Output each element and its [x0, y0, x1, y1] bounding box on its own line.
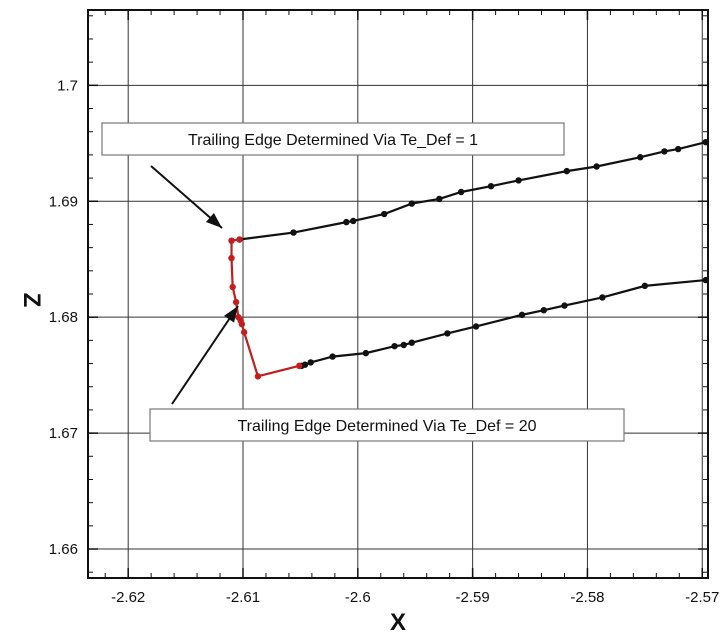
- data-point: [457, 188, 465, 196]
- data-point: [391, 342, 398, 350]
- series-group: [228, 138, 709, 380]
- data-point: [381, 210, 388, 218]
- y-tick-label: 1.66: [49, 541, 78, 558]
- data-point: [343, 218, 350, 226]
- data-point: [408, 339, 415, 346]
- tick-labels: -2.62 -2.61 -2.6 -2.59 -2.58 -2.57 1.66 1.67 1.6…: [49, 77, 720, 606]
- annotation-box: [149, 408, 625, 442]
- data-point: [487, 182, 495, 190]
- data-point: [599, 294, 606, 301]
- annotation-arrowhead: [206, 212, 222, 228]
- series-line-3: [230, 238, 300, 378]
- grid: [88, 10, 708, 578]
- data-point: [290, 229, 297, 236]
- x-tick-label: -2.58: [570, 589, 604, 606]
- y-tick-label: 1.68: [49, 309, 78, 326]
- annotations: Trailing Edge Determined Via Te_Def = 1 T…: [101, 122, 625, 442]
- annotation-text: Trailing Edge Determined Via Te_Def = 20: [238, 418, 537, 435]
- data-point: [408, 200, 415, 207]
- series-line-2: [301, 278, 706, 367]
- data-point: [561, 302, 568, 309]
- y-tick-label: 1.7: [57, 77, 78, 94]
- data-point: [350, 217, 357, 225]
- data-point: [238, 320, 246, 328]
- annotation-box: [101, 122, 565, 156]
- data-point: [436, 195, 443, 203]
- annotation-text: Trailing Edge Determined Via Te_Def = 1: [188, 132, 478, 149]
- plot-frame: [87, 9, 709, 579]
- data-point: [444, 330, 451, 337]
- y-tick-label: 1.67: [49, 425, 78, 442]
- x-tick-label: -2.61: [226, 589, 260, 606]
- data-point: [296, 362, 303, 370]
- data-point: [641, 282, 649, 290]
- x-tick-label: -2.62: [111, 589, 145, 606]
- data-point: [228, 254, 235, 262]
- data-point: [563, 167, 570, 175]
- data-point: [307, 359, 314, 366]
- data-point: [236, 236, 243, 243]
- annotation-arrowhead: [224, 306, 238, 323]
- data-point: [301, 361, 309, 368]
- x-tick-label: -2.6: [345, 589, 371, 606]
- series-line-1: [239, 141, 706, 241]
- data-point: [240, 329, 248, 336]
- data-point: [254, 373, 262, 380]
- y-tick-label: 1.69: [49, 193, 78, 210]
- data-point: [518, 311, 526, 319]
- annotation-arrow: [171, 305, 239, 405]
- data-point: [400, 341, 407, 349]
- data-point: [515, 177, 522, 184]
- data-point: [329, 353, 336, 360]
- x-tick-label: -2.59: [456, 589, 490, 606]
- x-tick-label: -2.57: [685, 589, 719, 606]
- data-point: [472, 323, 480, 330]
- data-point: [661, 148, 668, 155]
- data-point: [540, 307, 548, 314]
- data-point: [674, 145, 682, 153]
- data-point: [228, 237, 235, 244]
- y-axis-label: Z: [18, 293, 45, 308]
- data-point: [637, 154, 644, 161]
- data-point: [232, 298, 240, 306]
- x-axis-label: X: [390, 609, 406, 636]
- data-point: [229, 283, 236, 291]
- data-point: [362, 349, 370, 357]
- data-point: [593, 163, 600, 170]
